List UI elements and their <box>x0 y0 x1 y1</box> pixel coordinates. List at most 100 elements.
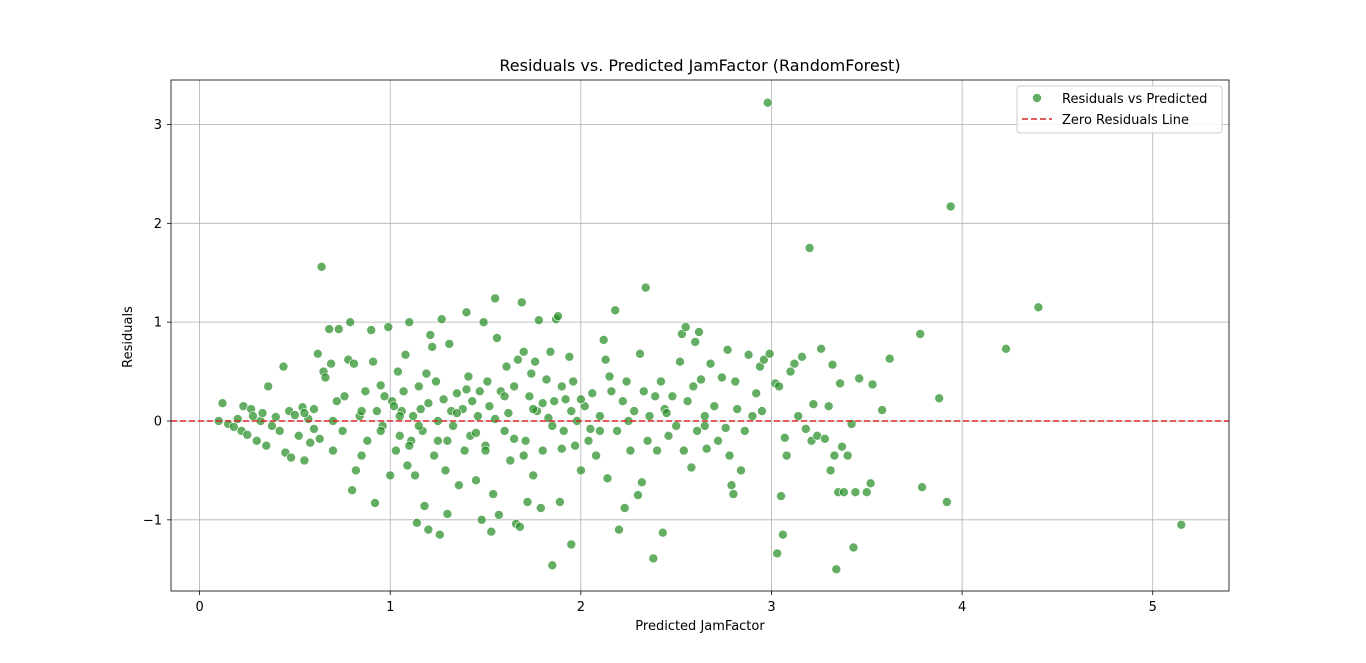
scatter-point <box>286 452 296 463</box>
scatter-point <box>423 398 434 409</box>
scatter-point <box>229 422 239 432</box>
scatter-point <box>522 497 533 507</box>
scatter-point <box>564 351 575 362</box>
scatter-point <box>699 421 710 431</box>
scatter-point <box>383 322 394 332</box>
scatter-point <box>762 97 773 108</box>
scatter-point <box>602 473 613 484</box>
scatter-point <box>444 339 455 349</box>
x-tick-label: 4 <box>958 600 966 615</box>
scatter-point <box>600 354 611 365</box>
scatter-point <box>726 480 737 491</box>
scatter-point <box>776 491 786 501</box>
plot-frame <box>170 79 1230 592</box>
scatter-point <box>509 433 519 444</box>
scatter-point <box>333 324 344 334</box>
y-tick-label: 1 <box>154 316 162 331</box>
scatter-point <box>747 411 758 421</box>
scatter-point <box>267 421 277 431</box>
scatter-point <box>759 354 769 365</box>
scatter-point <box>621 376 632 387</box>
scatter-point <box>591 450 601 461</box>
scatter-point <box>434 529 445 540</box>
scatter-point <box>290 410 300 420</box>
scatter-point <box>696 374 706 385</box>
scatter-point <box>331 396 342 407</box>
scatter-point <box>467 396 478 407</box>
scatter-point <box>570 440 580 451</box>
scatter-point <box>328 445 338 456</box>
scatter-point <box>299 455 310 466</box>
scatter-point <box>720 423 731 433</box>
scatter-point <box>442 509 453 519</box>
scatter-point <box>555 497 565 507</box>
scatter-point <box>690 337 701 347</box>
scatter-point <box>848 542 859 553</box>
scatter-point <box>324 324 335 334</box>
scatter-point <box>606 386 617 397</box>
scatter-point <box>730 376 741 387</box>
scatter-point <box>534 315 544 326</box>
scatter-point <box>701 443 712 454</box>
scatter-point <box>494 510 504 520</box>
scatter-point <box>484 401 495 412</box>
scatter-point <box>1033 302 1044 313</box>
scatter-point <box>595 426 605 436</box>
scatter-point <box>316 261 327 272</box>
scatter-point <box>474 386 485 397</box>
scatter-point <box>820 433 830 444</box>
scatter-point <box>865 478 876 489</box>
scatter-point <box>305 437 316 448</box>
scatter-point <box>637 477 647 488</box>
scatter-point <box>635 348 645 359</box>
scatter-point <box>339 391 350 402</box>
scatter-point <box>408 411 418 421</box>
scatter-point <box>421 368 432 379</box>
scatter-point <box>692 426 702 436</box>
scatter-point <box>537 445 548 456</box>
scatter-point <box>530 356 540 367</box>
scatter-point <box>362 435 373 446</box>
scatter-point <box>724 450 735 461</box>
scatter-point <box>568 376 579 387</box>
scatter-point <box>471 475 481 486</box>
scatter-point <box>520 435 531 446</box>
scatter-point <box>917 482 927 493</box>
scatter-point <box>524 391 535 402</box>
scatter-point <box>861 487 872 498</box>
scatter-point <box>839 487 849 498</box>
scatter-point <box>425 330 436 340</box>
scatter-point <box>789 358 800 369</box>
scatter-point <box>736 465 746 476</box>
scatter-point <box>642 435 653 446</box>
scatter-point <box>505 455 516 466</box>
scatter-point <box>846 419 857 429</box>
scatter-point <box>242 429 253 440</box>
scatter-point <box>595 411 605 421</box>
scatter-point <box>942 497 952 507</box>
scatter-point <box>732 404 743 414</box>
y-tick-label: 2 <box>154 217 162 232</box>
scatter-point <box>774 381 784 392</box>
scatter-point <box>452 388 462 399</box>
scatter-point <box>699 411 710 421</box>
legend-marker-points <box>1032 93 1042 103</box>
scatter-point <box>471 428 481 438</box>
scatter-point <box>585 424 596 434</box>
scatter-point <box>379 391 390 402</box>
scatter-point <box>463 371 474 382</box>
scatter-point <box>440 465 451 476</box>
scatter-point <box>717 372 727 383</box>
scatter-point <box>657 527 668 538</box>
scatter-point <box>797 351 807 362</box>
scatter-point <box>429 450 439 461</box>
scatter-point <box>612 426 622 436</box>
scatter-point <box>410 470 420 481</box>
scatter-point <box>553 311 563 322</box>
scatter-point <box>459 445 470 456</box>
scatter-point <box>263 381 274 392</box>
scatter-point <box>391 445 401 456</box>
scatter-point <box>394 411 405 421</box>
scatter-point <box>490 414 500 424</box>
scatter-point <box>583 435 594 446</box>
